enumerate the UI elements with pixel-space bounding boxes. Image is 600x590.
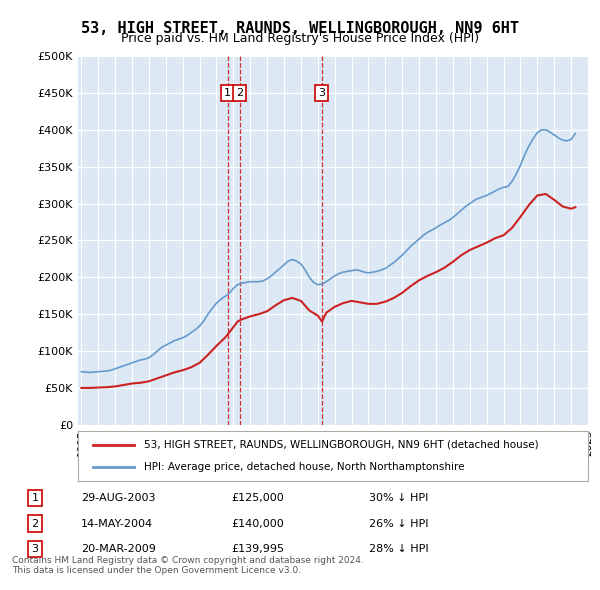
Text: 3: 3 (318, 88, 325, 98)
Text: 2: 2 (31, 519, 38, 529)
Text: 53, HIGH STREET, RAUNDS, WELLINGBOROUGH, NN9 6HT (detached house): 53, HIGH STREET, RAUNDS, WELLINGBOROUGH,… (145, 440, 539, 450)
Text: 1: 1 (32, 493, 38, 503)
Text: 53, HIGH STREET, RAUNDS, WELLINGBOROUGH, NN9 6HT: 53, HIGH STREET, RAUNDS, WELLINGBOROUGH,… (81, 21, 519, 35)
Text: £125,000: £125,000 (231, 493, 284, 503)
Text: 20-MAR-2009: 20-MAR-2009 (81, 544, 156, 554)
Text: 3: 3 (32, 544, 38, 554)
Text: 30% ↓ HPI: 30% ↓ HPI (369, 493, 428, 503)
Text: 1: 1 (224, 88, 231, 98)
Text: £140,000: £140,000 (231, 519, 284, 529)
Text: 28% ↓ HPI: 28% ↓ HPI (369, 544, 429, 554)
Text: HPI: Average price, detached house, North Northamptonshire: HPI: Average price, detached house, Nort… (145, 462, 465, 472)
Text: Contains HM Land Registry data © Crown copyright and database right 2024.
This d: Contains HM Land Registry data © Crown c… (12, 556, 364, 575)
Text: 2: 2 (236, 88, 243, 98)
Text: Price paid vs. HM Land Registry's House Price Index (HPI): Price paid vs. HM Land Registry's House … (121, 32, 479, 45)
Text: 26% ↓ HPI: 26% ↓ HPI (369, 519, 428, 529)
Text: 29-AUG-2003: 29-AUG-2003 (81, 493, 155, 503)
Text: 14-MAY-2004: 14-MAY-2004 (81, 519, 153, 529)
Text: £139,995: £139,995 (231, 544, 284, 554)
